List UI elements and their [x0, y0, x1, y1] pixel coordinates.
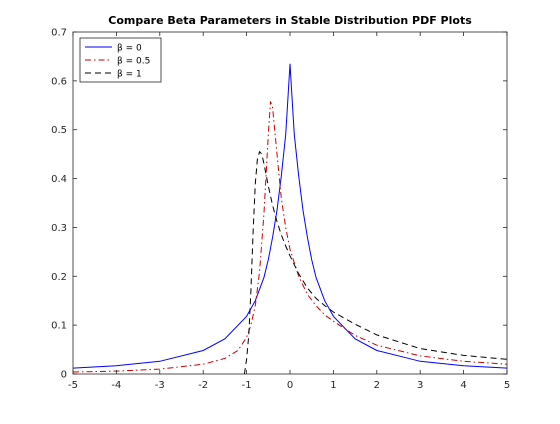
y-tick-label: 0.5	[51, 125, 67, 136]
x-tick-label: -2	[198, 380, 208, 391]
plot-background	[73, 32, 507, 374]
x-tick-label: 5	[504, 380, 510, 391]
legend[interactable]: β = 0 β = 0.5 β = 1	[79, 37, 162, 83]
y-tick-label: 0.6	[51, 76, 67, 87]
legend-label-2: β = 1	[117, 70, 142, 80]
x-axis: -5 -4 -3 -2 -1 0 1 2 3 4 5	[68, 32, 510, 391]
y-tick-label: 0.4	[51, 174, 67, 185]
legend-box	[79, 37, 162, 83]
y-tick-label: 0.1	[51, 321, 67, 332]
x-tick-label: -1	[242, 380, 252, 391]
legend-label-0: β = 0	[117, 44, 142, 54]
series-layer	[72, 63, 508, 375]
series-line-0	[72, 63, 508, 369]
x-tick-label: -3	[155, 380, 165, 391]
series-line-2	[243, 150, 508, 375]
legend-label-1: β = 0.5	[117, 57, 150, 67]
plot-area	[73, 32, 507, 374]
x-tick-label: 4	[460, 380, 466, 391]
chart-title: Compare Beta Parameters in Stable Distri…	[108, 14, 472, 27]
y-tick-label: 0.7	[51, 28, 67, 39]
x-tick-label: -5	[68, 380, 78, 391]
y-axis: 0 0.1 0.2 0.3 0.4 0.5 0.6 0.7	[51, 28, 507, 381]
y-tick-label: 0.2	[51, 272, 67, 283]
x-tick-label: 2	[374, 380, 380, 391]
x-tick-label: 1	[330, 380, 336, 391]
y-tick-label: 0.3	[51, 223, 67, 234]
x-tick-label: 0	[287, 380, 293, 391]
x-tick-label: -4	[111, 380, 121, 391]
y-tick-label: 0	[61, 370, 67, 381]
x-tick-label: 3	[417, 380, 423, 391]
